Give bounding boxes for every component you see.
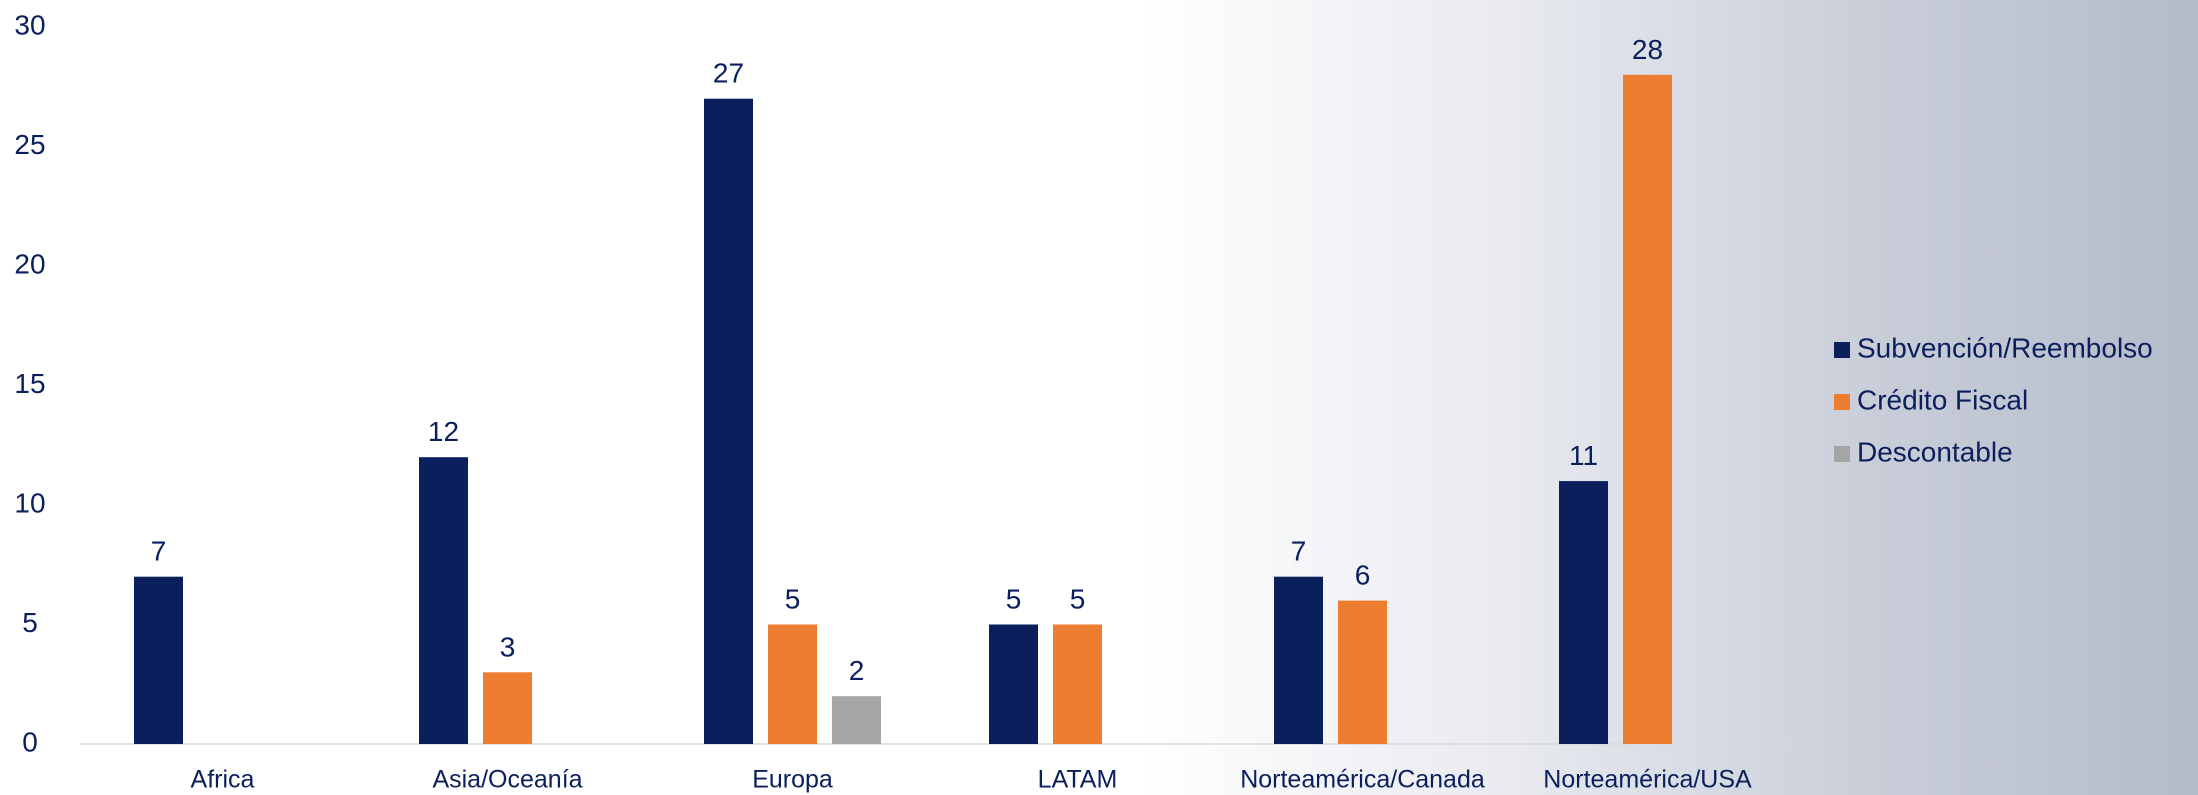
bar [419,457,468,744]
data-label: 5 [785,584,801,615]
legend-swatch [1834,394,1850,410]
y-tick-label: 20 [14,248,45,279]
bar [989,624,1038,744]
bar [483,672,532,744]
y-tick-label: 30 [14,9,45,40]
data-label: 5 [1006,584,1022,615]
data-label: 6 [1355,560,1371,591]
x-tick-label: Africa [191,766,255,794]
legend-swatch [1834,446,1850,462]
legend-swatch [1834,342,1850,358]
legend-label: Descontable [1857,436,2013,467]
bar [704,98,753,744]
x-tick-label: Norteamérica/USA [1543,766,1752,794]
y-tick-label: 5 [22,607,38,638]
data-label: 7 [151,536,167,567]
bar [1623,74,1672,745]
bar [1338,600,1387,744]
bar [134,576,183,744]
x-tick-label: Europa [752,766,833,794]
data-label: 11 [1569,440,1598,471]
data-label: 28 [1632,34,1663,65]
data-label: 12 [428,416,459,447]
bar [832,696,881,744]
legend-label: Subvención/Reembolso [1857,332,2153,363]
data-label: 27 [713,58,744,89]
y-tick-label: 0 [22,726,38,757]
y-tick-label: 10 [14,487,45,518]
data-label: 3 [500,631,516,662]
y-tick-label: 25 [14,129,45,160]
x-tick-label: Norteamérica/Canada [1240,766,1485,794]
bar [1053,624,1102,744]
x-tick-label: Asia/Oceanía [432,766,582,794]
y-tick-label: 15 [14,368,45,399]
data-label: 7 [1291,536,1307,567]
data-label: 2 [849,655,865,686]
data-label: 5 [1070,584,1086,615]
bar [768,624,817,744]
legend-label: Crédito Fiscal [1857,384,2028,415]
x-tick-label: LATAM [1038,766,1118,794]
bar [1274,576,1323,744]
bar [1559,481,1608,744]
